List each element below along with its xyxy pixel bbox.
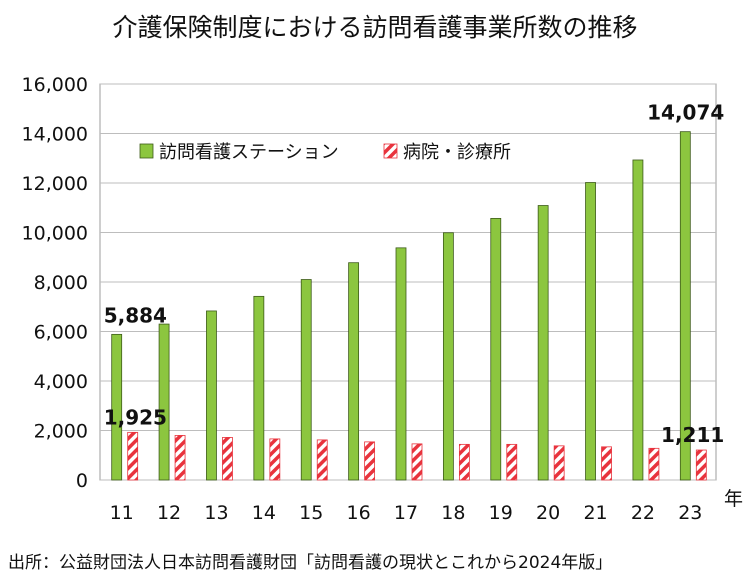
data-label: 1,211 bbox=[661, 423, 724, 447]
gridlines bbox=[99, 83, 717, 481]
bar-station bbox=[442, 232, 454, 481]
legend: 訪問看護ステーション 病院・診療所 bbox=[139, 142, 511, 163]
y-tick-label: 14,000 bbox=[22, 124, 88, 146]
x-tick-label: 20 bbox=[536, 502, 560, 524]
bar-hospital bbox=[316, 439, 328, 481]
bar-hospital bbox=[411, 443, 423, 481]
y-tick-label: 8,000 bbox=[34, 272, 88, 294]
bar-hospital bbox=[695, 449, 707, 481]
bar-station bbox=[158, 323, 170, 481]
bar-station bbox=[111, 333, 123, 481]
bars bbox=[111, 131, 707, 481]
bar-station bbox=[348, 262, 360, 481]
bar-station bbox=[395, 247, 407, 481]
bar-hospital bbox=[269, 438, 281, 481]
bar-hospital bbox=[648, 447, 660, 481]
x-tick-label: 22 bbox=[631, 502, 655, 524]
y-tick-label: 2,000 bbox=[34, 421, 88, 443]
bar-chart: 0 2,000 4,000 6,000 8,000 10,000 12,000 14,000 1… bbox=[22, 74, 744, 524]
bar-hospital bbox=[364, 441, 376, 481]
bar-station bbox=[490, 217, 502, 481]
bar-station bbox=[679, 131, 691, 481]
x-tick-label: 13 bbox=[204, 502, 228, 524]
x-tick-label: 16 bbox=[347, 502, 371, 524]
y-tick-label: 4,000 bbox=[34, 371, 88, 393]
x-tick-label: 11 bbox=[110, 502, 134, 524]
bar-station bbox=[537, 205, 549, 481]
x-tick-label: 12 bbox=[157, 502, 181, 524]
bar-station bbox=[632, 159, 644, 481]
legend-swatch-hospital bbox=[383, 143, 398, 159]
bar-hospital bbox=[174, 435, 186, 481]
y-axis: 0 2,000 4,000 6,000 8,000 10,000 12,000 14,000 1… bbox=[22, 74, 88, 492]
chart-title: 介護保険制度における訪問看護事業所数の推移 bbox=[112, 13, 638, 42]
x-axis: 11 12 13 14 15 16 17 18 19 20 21 22 23 年 bbox=[110, 488, 743, 524]
bar-hospital bbox=[601, 446, 612, 481]
data-labels: 5,884 1,925 14,074 1,211 bbox=[104, 101, 725, 447]
legend-label-hospital: 病院・診療所 bbox=[403, 142, 511, 163]
bar-hospital bbox=[458, 443, 470, 481]
y-tick-label: 12,000 bbox=[22, 173, 88, 195]
source-note: 出所：公益財団法人日本訪問看護財団「訪問看護の現状とこれから2024年版」 bbox=[8, 553, 613, 573]
x-tick-label: 18 bbox=[441, 502, 465, 524]
bar-station bbox=[585, 182, 596, 481]
data-label: 5,884 bbox=[104, 303, 167, 327]
x-tick-label: 14 bbox=[252, 502, 276, 524]
x-unit-label: 年 bbox=[724, 488, 743, 510]
x-tick-label: 21 bbox=[583, 502, 607, 524]
bar-station bbox=[206, 310, 217, 481]
legend-label-station: 訪問看護ステーション bbox=[159, 142, 339, 163]
y-tick-label: 16,000 bbox=[22, 74, 88, 96]
bar-hospital bbox=[553, 445, 565, 481]
bar-station bbox=[300, 279, 312, 481]
bar-hospital bbox=[506, 443, 518, 481]
x-tick-label: 23 bbox=[678, 502, 702, 524]
legend-swatch-station bbox=[139, 143, 154, 159]
x-tick-label: 19 bbox=[489, 502, 513, 524]
y-tick-label: 6,000 bbox=[34, 322, 88, 344]
bar-hospital bbox=[127, 431, 139, 481]
bar-hospital bbox=[222, 437, 233, 481]
bar-station bbox=[253, 295, 265, 481]
data-label: 1,925 bbox=[104, 405, 167, 429]
data-label: 14,074 bbox=[647, 101, 724, 125]
y-tick-label: 10,000 bbox=[22, 223, 88, 245]
x-tick-label: 17 bbox=[394, 502, 418, 524]
y-tick-label: 0 bbox=[76, 470, 88, 492]
x-tick-label: 15 bbox=[299, 502, 323, 524]
